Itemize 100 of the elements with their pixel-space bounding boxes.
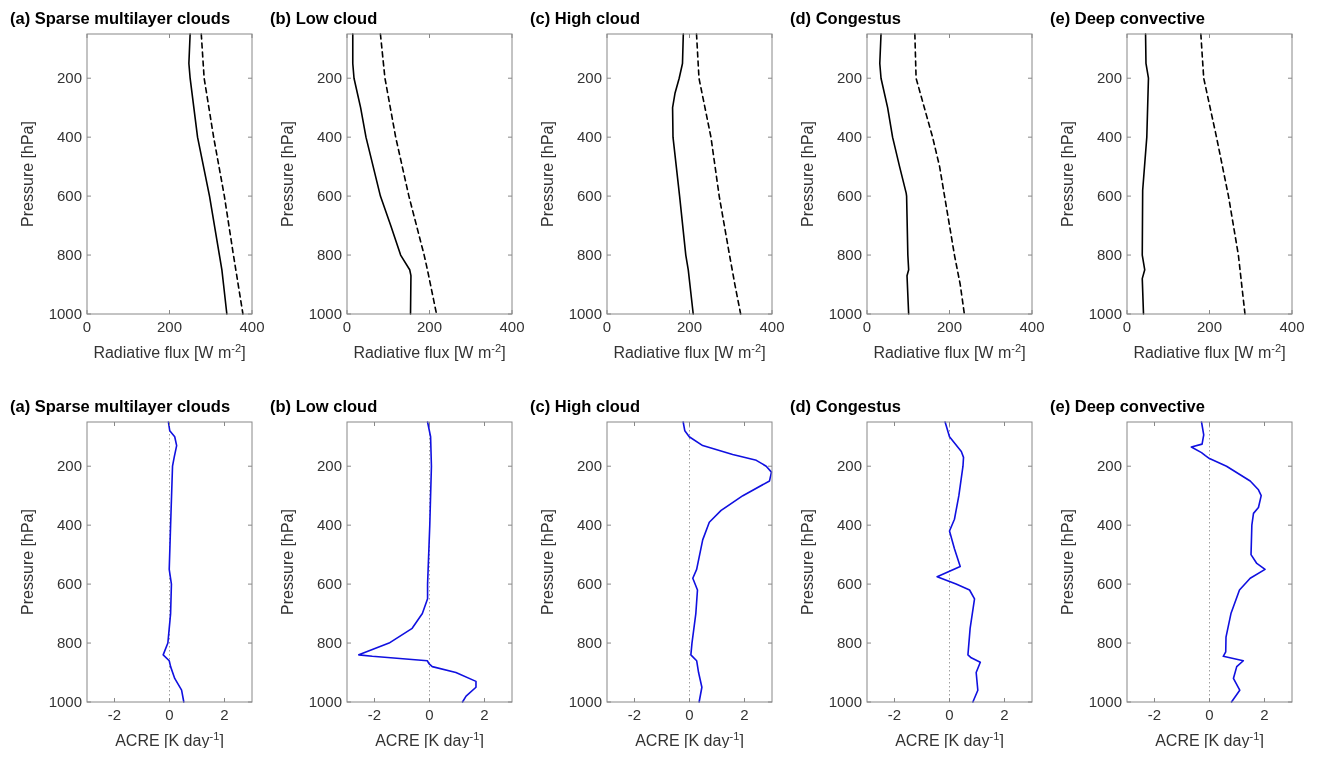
line-series (379, 33, 438, 315)
x-axis-title: Radiative flux [W m$^{-2}$] (353, 342, 506, 361)
x-tick-label: -2 (887, 706, 902, 723)
y-tick-label: 1000 (1088, 693, 1122, 711)
y-tick-label: 1000 (48, 305, 82, 323)
y-tick-label: 600 (1096, 575, 1122, 593)
x-tick-label: 0 (1205, 706, 1214, 723)
x-tick-label: 0 (685, 706, 694, 723)
y-axis-title: Pressure [hPa] (1059, 509, 1076, 615)
line-series (1141, 33, 1150, 315)
y-tick-label: 800 (56, 246, 82, 264)
y-tick-label: 200 (576, 69, 602, 87)
x-axis-title: Radiative flux [W m$^{-2}$] (93, 342, 246, 361)
x-tick-label: 200 (676, 318, 703, 335)
y-axis-title: Pressure [hPa] (19, 509, 36, 615)
y-tick-label: 800 (836, 246, 862, 264)
line-series (200, 33, 244, 315)
x-tick-label: 200 (416, 318, 443, 335)
y-tick-label: 200 (836, 457, 862, 475)
x-tick-label: 2 (1000, 706, 1009, 723)
y-axis-title: Pressure [hPa] (799, 121, 816, 227)
chart-title: (a) Sparse multilayer clouds (10, 397, 231, 415)
y-tick-label: 200 (56, 457, 82, 475)
y-tick-label: 400 (836, 516, 862, 534)
y-tick-label: 800 (1096, 246, 1122, 264)
chart-title: (b) Low cloud (270, 9, 378, 27)
line-series (188, 33, 228, 315)
chart-title: (a) Sparse multilayer clouds (10, 9, 231, 27)
y-axis-title: Pressure [hPa] (279, 121, 296, 227)
x-tick-label: 0 (862, 318, 872, 335)
line-series (1200, 33, 1246, 315)
chart-title: (d) Congestus (790, 397, 901, 415)
line-series (878, 33, 910, 315)
y-tick-label: 1000 (828, 305, 862, 323)
x-axis-title: Radiative flux [W m$^{-2}$] (873, 342, 1026, 361)
y-tick-label: 1000 (1088, 305, 1122, 323)
x-tick-label: -2 (367, 706, 382, 723)
x-tick-label: 400 (499, 318, 525, 335)
y-axis-title: Pressure [hPa] (1059, 121, 1076, 227)
y-tick-label: 400 (1096, 516, 1122, 534)
x-tick-label: 2 (220, 706, 229, 723)
y-tick-label: 1000 (48, 693, 82, 711)
y-axis-title: Pressure [hPa] (539, 121, 556, 227)
y-tick-label: 800 (1096, 634, 1122, 652)
y-tick-label: 1000 (308, 693, 342, 711)
x-tick-label: 0 (165, 706, 174, 723)
y-tick-label: 400 (56, 516, 82, 534)
line-series (358, 421, 477, 703)
y-tick-label: 600 (56, 575, 82, 593)
x-tick-label: -2 (107, 706, 122, 723)
y-tick-label: 600 (576, 575, 602, 593)
y-tick-label: 1000 (568, 693, 602, 711)
y-tick-label: 800 (316, 634, 342, 652)
y-tick-label: 400 (576, 128, 602, 146)
x-tick-label: 0 (602, 318, 612, 335)
x-tick-label: 400 (759, 318, 785, 335)
y-axis-title: Pressure [hPa] (539, 509, 556, 615)
y-tick-label: 400 (316, 516, 342, 534)
chart-title: (e) Deep convective (1050, 9, 1205, 27)
x-tick-label: 400 (1019, 318, 1045, 335)
chart-title: (c) High cloud (530, 397, 640, 415)
y-axis-title: Pressure [hPa] (19, 121, 36, 227)
y-tick-label: 600 (1096, 187, 1122, 205)
line-series (682, 421, 773, 703)
chart-title: (c) High cloud (530, 9, 640, 27)
x-tick-label: 0 (945, 706, 954, 723)
y-tick-label: 1000 (568, 305, 602, 323)
y-tick-label: 800 (316, 246, 342, 264)
y-tick-label: 200 (576, 457, 602, 475)
line-series (351, 33, 412, 315)
y-tick-label: 1000 (308, 305, 342, 323)
x-tick-label: 0 (1122, 318, 1132, 335)
x-axis-title: Radiative flux [W m$^{-2}$] (613, 342, 766, 361)
x-tick-label: 0 (342, 318, 352, 335)
y-tick-label: 400 (836, 128, 862, 146)
x-tick-label: -2 (1147, 706, 1162, 723)
y-axis-title: Pressure [hPa] (799, 509, 816, 615)
x-tick-label: 400 (1279, 318, 1305, 335)
x-tick-label: 2 (740, 706, 749, 723)
line-series (162, 421, 185, 703)
y-tick-label: 400 (56, 128, 82, 146)
y-tick-label: 200 (316, 457, 342, 475)
x-tick-label: 2 (480, 706, 489, 723)
x-tick-label: 200 (1196, 318, 1223, 335)
x-tick-label: 200 (936, 318, 963, 335)
chart-title: (d) Congestus (790, 9, 901, 27)
y-tick-label: 600 (836, 187, 862, 205)
chart-title: (b) Low cloud (270, 397, 378, 415)
chart-title: (e) Deep convective (1050, 397, 1205, 415)
y-tick-label: 800 (576, 634, 602, 652)
y-tick-label: 600 (56, 187, 82, 205)
x-tick-label: 0 (82, 318, 92, 335)
y-tick-label: 400 (576, 516, 602, 534)
x-tick-label: 200 (156, 318, 183, 335)
y-tick-label: 200 (316, 69, 342, 87)
x-tick-label: 2 (1260, 706, 1269, 723)
y-tick-label: 800 (836, 634, 862, 652)
y-tick-label: 600 (316, 187, 342, 205)
y-tick-label: 400 (1096, 128, 1122, 146)
y-tick-label: 600 (316, 575, 342, 593)
